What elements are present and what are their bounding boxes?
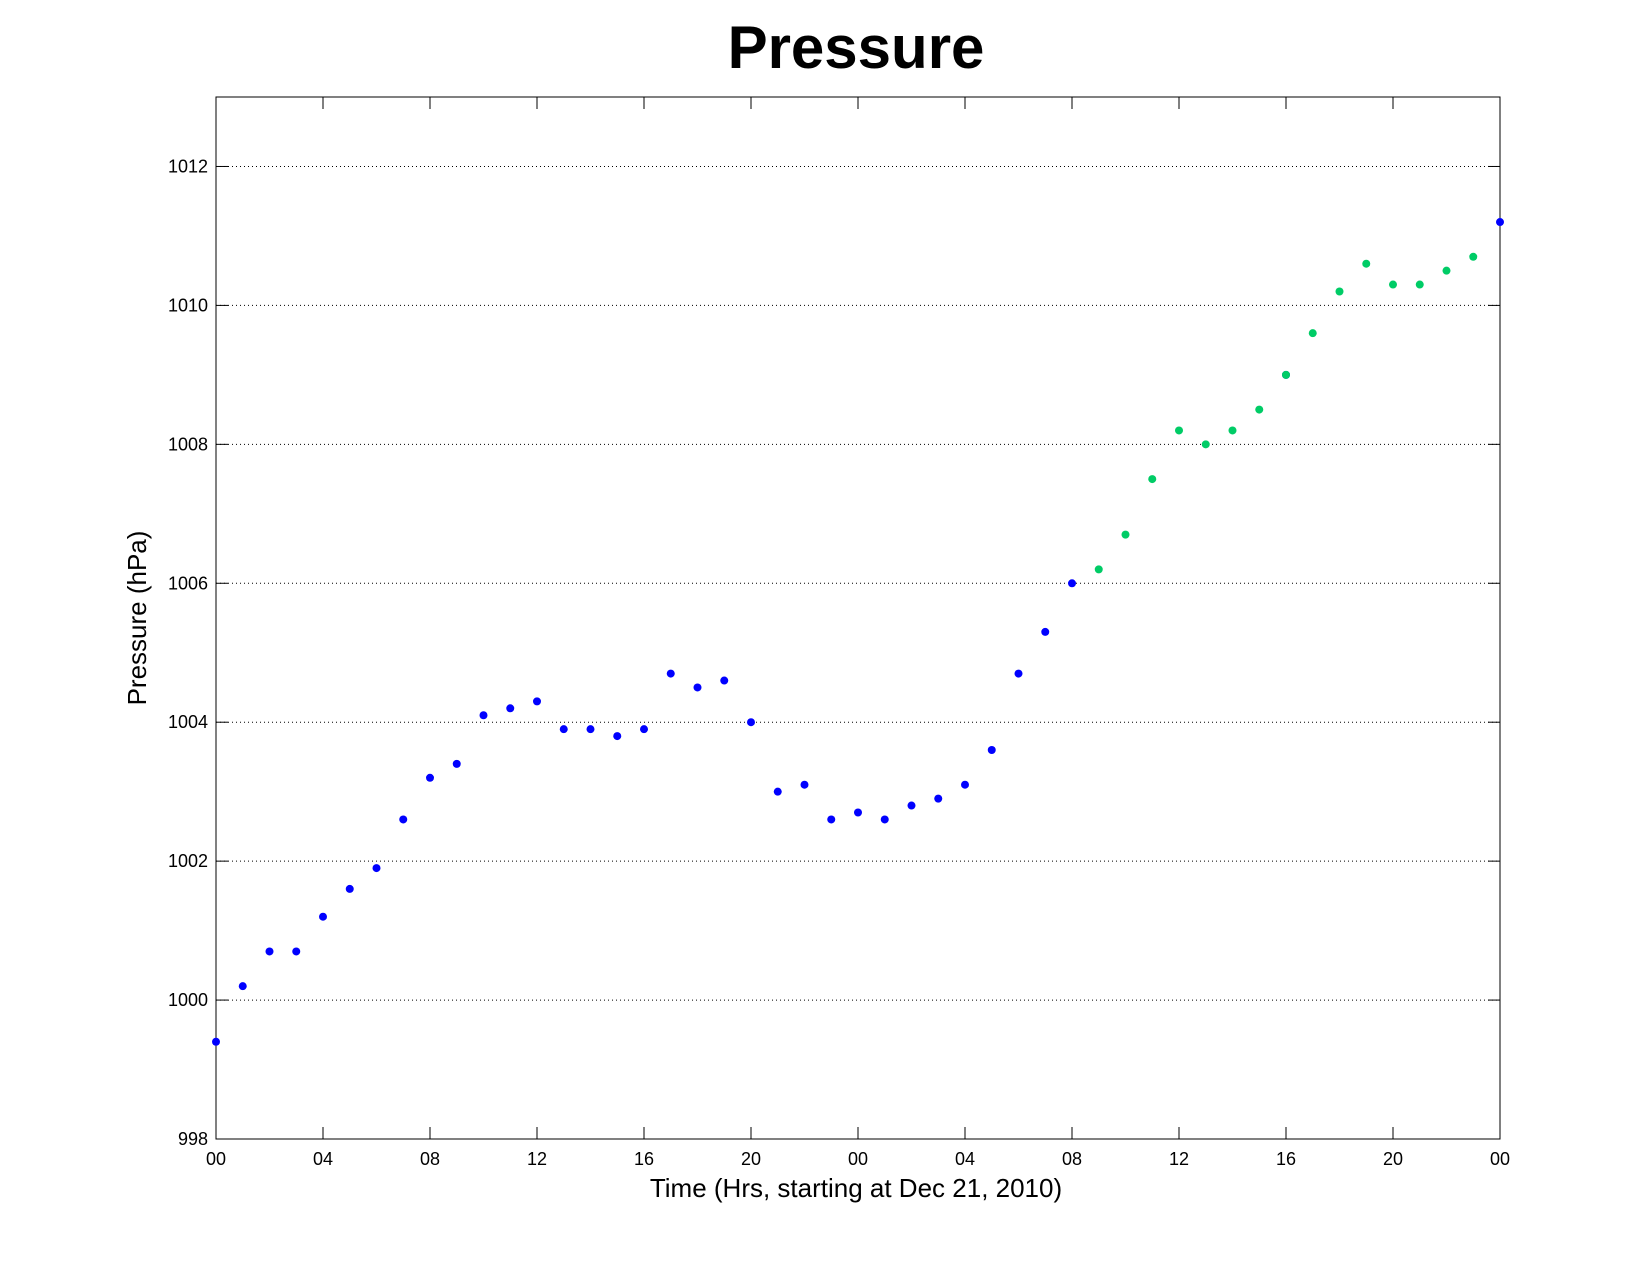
data-point-series-1 bbox=[399, 815, 408, 824]
data-point-series-1 bbox=[800, 780, 809, 789]
data-point-series-2 bbox=[1228, 426, 1237, 435]
data-point-series-2 bbox=[1255, 405, 1264, 414]
x-tick-label: 12 bbox=[1169, 1149, 1189, 1169]
y-tick-label: 1012 bbox=[168, 156, 208, 176]
data-point-series-1 bbox=[961, 780, 969, 789]
data-point-series-1 bbox=[238, 982, 247, 991]
data-point-series-1 bbox=[559, 725, 568, 734]
data-point-series-2 bbox=[1389, 280, 1397, 289]
data-point-series-1 bbox=[533, 697, 541, 706]
x-tick-label: 04 bbox=[955, 1149, 975, 1169]
data-point-series-2 bbox=[1148, 475, 1157, 484]
chart-title: Pressure bbox=[728, 14, 985, 81]
data-point-series-1 bbox=[987, 745, 996, 754]
data-point-series-1 bbox=[1041, 627, 1050, 636]
data-point-series-2 bbox=[1201, 440, 1210, 449]
data-point-series-1 bbox=[426, 773, 434, 782]
data-point-series-1 bbox=[747, 718, 755, 727]
data-point-series-1 bbox=[827, 815, 836, 824]
data-point-series-1 bbox=[506, 704, 515, 713]
data-point-series-1 bbox=[1496, 218, 1504, 227]
y-tick-label: 1004 bbox=[168, 712, 208, 732]
y-tick-label: 1010 bbox=[168, 295, 208, 315]
data-point-series-1 bbox=[452, 759, 461, 768]
data-point-series-1 bbox=[720, 676, 729, 685]
grid-layer bbox=[216, 165, 1500, 1001]
data-point-series-2 bbox=[1362, 259, 1371, 268]
data-point-series-1 bbox=[640, 725, 648, 734]
data-point-series-1 bbox=[265, 947, 274, 956]
data-point-series-2 bbox=[1282, 370, 1290, 379]
data-point-series-2 bbox=[1121, 530, 1130, 539]
data-point-series-1 bbox=[666, 669, 675, 678]
data-point-series-1 bbox=[1014, 669, 1023, 678]
y-tick-label: 1000 bbox=[168, 990, 208, 1010]
x-tick-label: 04 bbox=[313, 1149, 333, 1169]
data-point-series-1 bbox=[880, 815, 889, 824]
data-point-series-2 bbox=[1415, 280, 1424, 289]
data-point-series-2 bbox=[1469, 252, 1478, 261]
data-point-series-1 bbox=[319, 912, 327, 921]
data-point-series-2 bbox=[1094, 565, 1103, 574]
x-tick-label: 00 bbox=[1490, 1149, 1510, 1169]
data-point-series-1 bbox=[934, 794, 943, 803]
data-point-series-1 bbox=[345, 884, 354, 893]
x-tick-label: 00 bbox=[848, 1149, 868, 1169]
tick-layer: 998 1000 1002 1004 1006 1008 1010 1012 00 04 08 12 1… bbox=[168, 97, 1510, 1169]
x-tick-label: 08 bbox=[420, 1149, 440, 1169]
data-point-series-1 bbox=[212, 1037, 220, 1046]
y-tick-label: 998 bbox=[178, 1129, 208, 1149]
x-tick-label: 00 bbox=[206, 1149, 226, 1169]
y-tick-label: 1006 bbox=[168, 573, 208, 593]
data-point-series-1 bbox=[1068, 579, 1076, 588]
data-point-series-1 bbox=[292, 947, 301, 956]
data-point-series-1 bbox=[613, 732, 622, 741]
data-point-series-1 bbox=[479, 711, 488, 720]
y-tick-label: 1008 bbox=[168, 434, 208, 454]
x-tick-label: 20 bbox=[741, 1149, 761, 1169]
plot-frame bbox=[215, 96, 1501, 1140]
y-axis-label: Pressure (hPa) bbox=[122, 531, 152, 706]
x-tick-label: 16 bbox=[1276, 1149, 1296, 1169]
x-tick-label: 12 bbox=[527, 1149, 547, 1169]
data-point-series-2 bbox=[1308, 329, 1317, 338]
data-point-series-1 bbox=[907, 801, 916, 810]
data-point-series-1 bbox=[586, 725, 595, 734]
data-point-series-1 bbox=[693, 683, 702, 692]
data-point-series-2 bbox=[1442, 266, 1451, 275]
data-point-series-1 bbox=[372, 864, 381, 873]
data-point-series-2 bbox=[1175, 426, 1183, 435]
data-points bbox=[212, 218, 1504, 1046]
data-point-series-1 bbox=[773, 787, 782, 796]
x-tick-label: 08 bbox=[1062, 1149, 1082, 1169]
x-tick-label: 16 bbox=[634, 1149, 654, 1169]
data-point-series-1 bbox=[854, 808, 862, 817]
y-tick-label: 1002 bbox=[168, 851, 208, 871]
x-axis-label: Time (Hrs, starting at Dec 21, 2010) bbox=[650, 1173, 1062, 1203]
data-point-series-2 bbox=[1335, 287, 1344, 296]
x-tick-label: 20 bbox=[1383, 1149, 1403, 1169]
